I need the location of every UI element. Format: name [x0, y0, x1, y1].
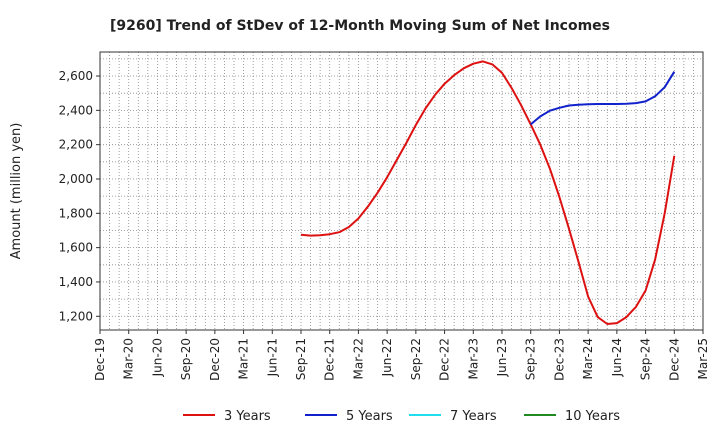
y-axis-ticks: 1,200 1,400 1,600 1,800 2,000 2,200 2,400 2,600 [59, 69, 100, 323]
x-tick-label: Mar-21 [237, 338, 251, 379]
x-tick-label: Jun-20 [150, 338, 164, 377]
y-tick-label: 1,400 [59, 275, 93, 289]
y-tick-label: 2,200 [59, 138, 93, 152]
grid-lines [99, 52, 704, 330]
x-tick-label: Mar-23 [466, 338, 480, 379]
y-tick-label: 2,600 [59, 69, 93, 83]
y-tick-label: 2,000 [59, 172, 93, 186]
x-tick-label: Sep-24 [639, 338, 653, 380]
x-tick-label: Jun-24 [610, 338, 624, 377]
x-axis-ticks: Dec-19 Mar-20 Jun-20 Sep-20 Dec-20 Mar-21 Jun-… [93, 330, 710, 381]
x-tick-label: Sep-20 [179, 338, 193, 380]
x-tick-label: Jun-23 [495, 338, 509, 377]
x-tick-label: Mar-24 [581, 338, 595, 379]
y-tick-label: 1,600 [59, 241, 93, 255]
y-tick-label: 1,800 [59, 206, 93, 220]
x-tick-label: Dec-24 [667, 338, 681, 381]
x-tick-label: Sep-23 [524, 338, 538, 380]
x-tick-label: Jun-22 [380, 338, 394, 377]
series-lines [300, 60, 676, 325]
series-line-5-years [530, 71, 676, 126]
x-tick-label: Mar-20 [122, 338, 136, 379]
x-tick-label: Dec-22 [438, 338, 452, 381]
x-tick-label: Sep-21 [294, 338, 308, 380]
x-tick-label: Dec-21 [323, 338, 337, 381]
plot-area [99, 51, 704, 331]
legend-label: 7 Years [450, 409, 497, 424]
x-tick-label: Mar-25 [696, 338, 710, 379]
y-tick-label: 1,200 [59, 309, 93, 323]
x-tick-label: Jun-21 [265, 338, 279, 377]
legend-label: 10 Years [565, 409, 620, 424]
legend-label: 3 Years [224, 409, 271, 424]
x-tick-label: Dec-23 [552, 338, 566, 381]
series-line-3-years [300, 60, 676, 325]
x-tick-label: Sep-22 [409, 338, 423, 380]
legend-label: 5 Years [346, 409, 393, 424]
chart-title: [9260] Trend of StDev of 12-Month Moving… [110, 18, 610, 34]
y-tick-label: 2,400 [59, 103, 93, 117]
legend: 3 Years 5 Years 7 Years 10 Years [183, 409, 620, 424]
x-tick-label: Dec-20 [208, 338, 222, 381]
y-axis-label: Amount (million yen) [9, 123, 24, 260]
x-tick-label: Mar-22 [351, 338, 365, 379]
x-tick-label: Dec-19 [93, 338, 107, 381]
